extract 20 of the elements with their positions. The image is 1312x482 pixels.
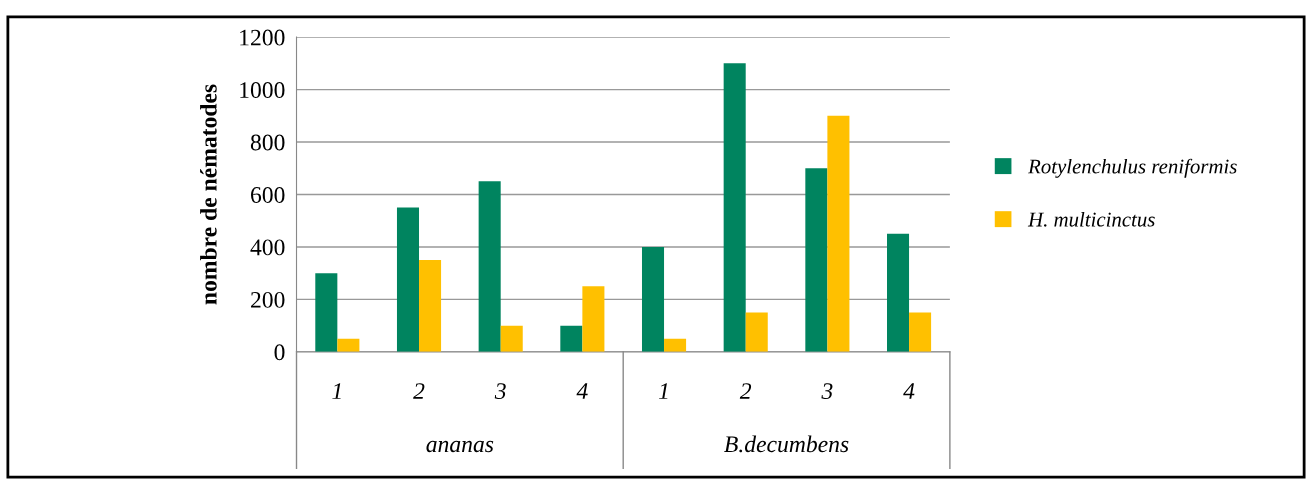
x-tick-label: 4 (903, 383, 915, 399)
x-tick-label: 4 (576, 383, 588, 399)
text: ananas (426, 440, 494, 453)
y-tick-label: 1000 (240, 82, 285, 98)
x-tick-label: 2 (739, 383, 752, 399)
y-tick-label: 800 (250, 134, 285, 151)
y-axis-title: nombre de nématodes (200, 84, 217, 305)
legend-label: Rotylenchulus reniformis (1028, 158, 1237, 178)
text: B.decumbens (724, 435, 849, 453)
x-tick-label: 1 (658, 383, 668, 399)
y-tick-label: 600 (251, 186, 285, 203)
x-tick-label: 3 (494, 383, 506, 400)
y-tick-label: 0 (274, 344, 285, 361)
y-tick-label: 400 (250, 239, 285, 256)
x-tick-label: 3 (821, 383, 833, 400)
x-tick-label: 2 (413, 383, 425, 399)
legend-label: H. multicinctus (1027, 211, 1155, 227)
x-tick-label: 1 (332, 383, 341, 399)
y-tick-label: 1200 (240, 29, 285, 46)
y-tick-label: 200 (251, 291, 285, 308)
